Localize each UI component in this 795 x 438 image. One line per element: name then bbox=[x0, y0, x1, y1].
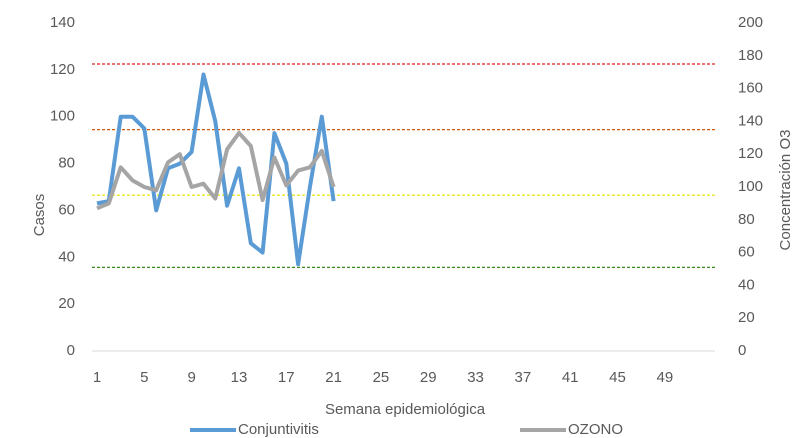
x-tick-label: 29 bbox=[420, 369, 437, 386]
y-tick-label: 140 bbox=[50, 14, 75, 31]
y2-tick-label: 20 bbox=[738, 309, 755, 326]
y-tick-label: 0 bbox=[67, 342, 75, 359]
x-tick-label: 37 bbox=[515, 369, 532, 386]
legend-label: OZONO bbox=[568, 421, 623, 438]
x-axis-title: Semana epidemiológica bbox=[325, 401, 486, 418]
x-tick-label: 13 bbox=[231, 369, 248, 386]
y2-tick-label: 100 bbox=[738, 178, 763, 195]
y2-tick-label: 60 bbox=[738, 244, 755, 261]
y2-tick-label: 160 bbox=[738, 80, 763, 97]
x-tick-label: 25 bbox=[373, 369, 390, 386]
y2-tick-label: 140 bbox=[738, 112, 763, 129]
y2-tick-label: 0 bbox=[738, 342, 746, 359]
x-tick-label: 41 bbox=[562, 369, 579, 386]
y-tick-label: 100 bbox=[50, 108, 75, 125]
y-axis-title: Casos bbox=[31, 194, 48, 237]
x-tick-label: 21 bbox=[325, 369, 342, 386]
y2-axis-title: Concentración O3 bbox=[777, 130, 794, 251]
y-tick-label: 60 bbox=[58, 201, 75, 218]
legend-label: Conjuntivitis bbox=[238, 421, 319, 438]
series-line bbox=[96, 72, 336, 267]
x-tick-label: 9 bbox=[187, 369, 195, 386]
y2-tick-label: 120 bbox=[738, 145, 763, 162]
y2-tick-label: 40 bbox=[738, 276, 755, 293]
x-tick-label: 49 bbox=[656, 369, 673, 386]
x-tick-label: 33 bbox=[467, 369, 484, 386]
x-tick-label: 45 bbox=[609, 369, 626, 386]
y-tick-label: 40 bbox=[58, 248, 75, 265]
x-tick-label: 17 bbox=[278, 369, 295, 386]
x-tick-label: 1 bbox=[93, 369, 101, 386]
y-tick-label: 80 bbox=[58, 155, 75, 172]
y-tick-label: 20 bbox=[58, 295, 75, 312]
y2-tick-label: 200 bbox=[738, 14, 763, 31]
series-line bbox=[96, 130, 336, 211]
y-tick-label: 120 bbox=[50, 61, 75, 78]
y2-tick-label: 180 bbox=[738, 47, 763, 64]
x-tick-label: 5 bbox=[140, 369, 148, 386]
y2-tick-label: 80 bbox=[738, 211, 755, 228]
